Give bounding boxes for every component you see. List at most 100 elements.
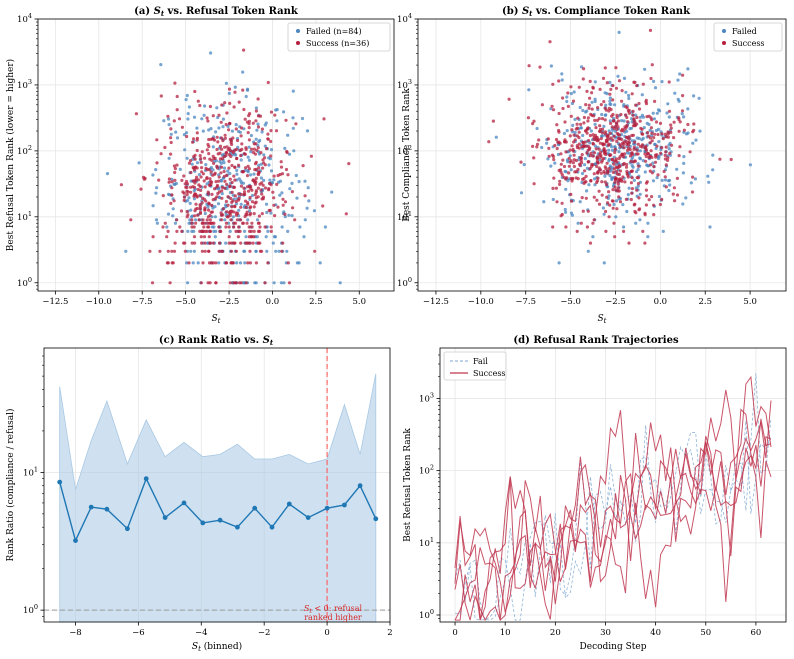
scatter-point-success xyxy=(223,179,227,183)
scatter-point-success xyxy=(237,281,242,285)
scatter-point-success xyxy=(240,170,245,174)
scatter-point-success xyxy=(247,225,251,229)
scatter-point-success xyxy=(228,101,232,105)
scatter-point-success xyxy=(173,81,177,85)
panel-a-ticks: −12.5 −10.0 −7.5 −5.0 −2.5 0.0 2.5 5.0 100 101 102… xyxy=(17,12,366,307)
scatter-point-success xyxy=(193,153,197,157)
scatter-point-failed xyxy=(608,99,612,103)
scatter-point-success xyxy=(256,172,261,177)
scatter-point-success xyxy=(233,205,237,209)
scatter-point-success xyxy=(211,173,215,177)
scatter-point-success xyxy=(261,183,265,187)
scatter-point-success xyxy=(622,229,626,233)
scatter-point-success xyxy=(198,211,202,216)
scatter-point-failed xyxy=(246,218,250,222)
scatter-point-failed xyxy=(186,117,190,121)
scatter-point-success xyxy=(269,110,274,114)
scatter-point-success xyxy=(286,173,290,177)
scatter-point-success xyxy=(267,208,271,213)
scatter-point-success xyxy=(572,158,576,162)
scatter-point-success xyxy=(616,186,620,190)
scatter-point-success xyxy=(567,164,571,168)
scatter-point-success xyxy=(627,111,632,115)
ratio-point xyxy=(73,538,78,543)
scatter-point-failed xyxy=(249,150,253,154)
scatter-point-success xyxy=(220,136,224,140)
scatter-point-success xyxy=(178,225,182,229)
scatter-point-success xyxy=(229,218,233,222)
scatter-point-failed xyxy=(622,119,626,123)
scatter-point-success xyxy=(618,200,623,204)
scatter-point-success xyxy=(581,141,586,145)
scatter-point-success xyxy=(647,198,651,202)
tick-label: 100 xyxy=(23,603,38,616)
scatter-point-failed xyxy=(209,127,213,131)
ratio-point xyxy=(200,520,206,526)
scatter-point-failed xyxy=(576,221,580,225)
scatter-point-success xyxy=(242,107,246,112)
scatter-point-success xyxy=(195,175,199,179)
scatter-point-success xyxy=(231,136,235,140)
scatter-point-failed xyxy=(228,171,232,176)
scatter-point-success xyxy=(230,142,234,147)
scatter-point-success xyxy=(569,85,573,89)
scatter-point-success xyxy=(491,119,495,123)
scatter-point-success xyxy=(611,98,615,102)
ratio-point xyxy=(324,505,330,511)
scatter-point-failed xyxy=(185,156,189,160)
scatter-point-success xyxy=(641,229,645,233)
scatter-point-success xyxy=(585,127,589,131)
scatter-point-success xyxy=(554,186,559,190)
scatter-point-success xyxy=(640,127,644,131)
scatter-point-success xyxy=(620,89,624,93)
scatter-point-success xyxy=(688,150,692,154)
scatter-point-success xyxy=(195,136,199,140)
scatter-point-failed xyxy=(593,99,597,104)
scatter-point-success xyxy=(234,229,238,233)
scatter-point-failed xyxy=(640,93,644,97)
scatter-point-success xyxy=(559,152,563,156)
scatter-point-success xyxy=(189,170,193,175)
scatter-point-success xyxy=(604,152,608,157)
scatter-point-success xyxy=(256,114,261,118)
scatter-point-success xyxy=(173,167,177,171)
scatter-point-failed xyxy=(562,131,567,136)
scatter-point-failed xyxy=(228,229,232,233)
scatter-point-success xyxy=(309,154,313,158)
scatter-point-failed xyxy=(632,178,637,182)
scatter-point-success xyxy=(163,145,167,150)
scatter-point-success xyxy=(681,73,685,77)
scatter-point-success xyxy=(254,109,258,113)
scatter-point-success xyxy=(591,154,595,158)
scatter-point-failed xyxy=(196,261,200,265)
scatter-point-success xyxy=(208,218,212,222)
scatter-point-success xyxy=(609,121,613,125)
tick-label: 100 xyxy=(397,276,412,289)
scatter-point-success xyxy=(569,192,573,196)
scatter-point-failed xyxy=(603,91,607,95)
trajectory-fail xyxy=(454,420,772,621)
scatter-point-success xyxy=(584,196,588,200)
scatter-point-success xyxy=(260,127,264,131)
scatter-point-success xyxy=(582,67,586,71)
scatter-point-failed xyxy=(494,135,498,139)
scatter-point-success xyxy=(610,199,615,203)
scatter-point-failed xyxy=(167,123,171,127)
scatter-point-success xyxy=(205,218,209,222)
scatter-point-success xyxy=(595,135,599,140)
scatter-point-success xyxy=(239,154,243,158)
scatter-point-success xyxy=(487,140,491,144)
scatter-point-failed xyxy=(651,161,655,165)
scatter-point-success xyxy=(191,140,195,144)
panel-d-grid xyxy=(440,348,786,622)
scatter-point-success xyxy=(212,156,216,161)
scatter-point-success xyxy=(658,121,663,125)
scatter-point-success xyxy=(224,151,229,155)
scatter-point-success xyxy=(637,196,641,200)
scatter-point-failed xyxy=(165,225,169,229)
scatter-point-success xyxy=(599,154,603,158)
scatter-point-success xyxy=(182,198,186,202)
scatter-point-failed xyxy=(660,80,664,84)
legend-label-failed-b: Failed xyxy=(732,27,757,36)
scatter-point-success xyxy=(630,151,634,155)
